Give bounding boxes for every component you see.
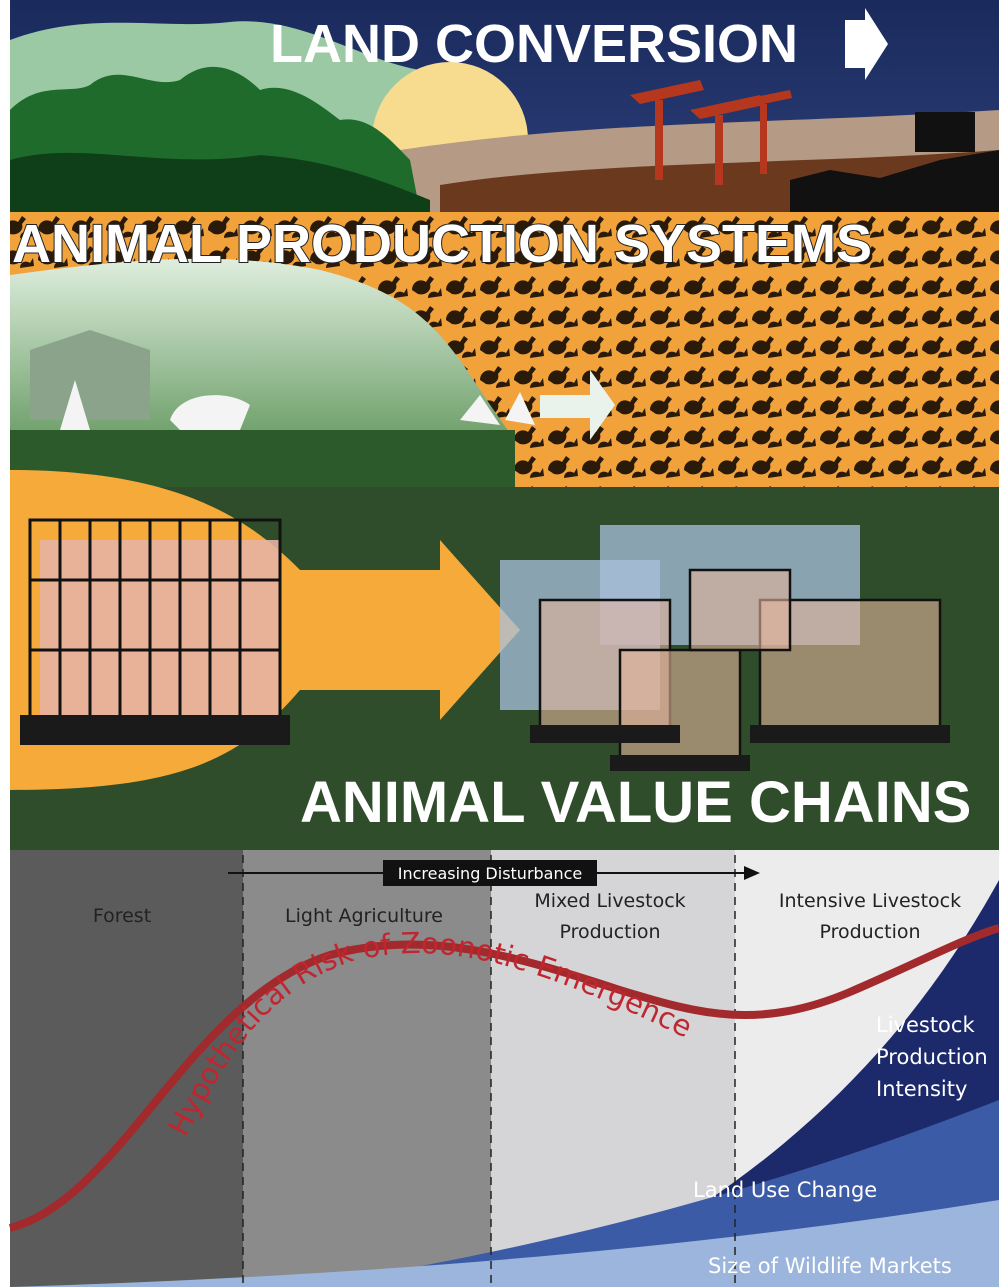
arrow-label: Increasing Disturbance [398, 864, 583, 883]
zone-label: Production [819, 921, 920, 943]
production-systems-panel: ANIMAL PRODUCTION SYSTEMS [10, 212, 999, 487]
area-label: Production [876, 1045, 988, 1069]
area-label: Livestock [876, 1013, 975, 1037]
area-label: Land Use Change [693, 1178, 877, 1202]
panel-title: LAND CONVERSION [270, 14, 798, 74]
value-chains-panel: ANIMAL VALUE CHAINS [10, 470, 999, 850]
zone-label: Production [559, 921, 660, 943]
land-conversion-panel: LAND CONVERSION [10, 0, 999, 218]
zone-label: Forest [93, 905, 151, 927]
zone-label: Mixed Livestock [534, 890, 685, 912]
tractor [915, 112, 975, 152]
panel-title: ANIMAL VALUE CHAINS [300, 770, 971, 835]
area-label: Size of Wildlife Markets [708, 1254, 952, 1278]
infographic: LAND CONVERSION ANIMAL PRODUCTION SYSTEM… [0, 0, 999, 1287]
area-label: Intensity [876, 1077, 967, 1101]
zone-label: Light Agriculture [285, 905, 443, 927]
panel-title: ANIMAL PRODUCTION SYSTEMS [12, 214, 872, 274]
single-cage [20, 520, 290, 745]
zone-label: Intensive Livestock [779, 890, 961, 912]
gradient-panel: Increasing Disturbance Forest Light Agri… [10, 850, 999, 1287]
